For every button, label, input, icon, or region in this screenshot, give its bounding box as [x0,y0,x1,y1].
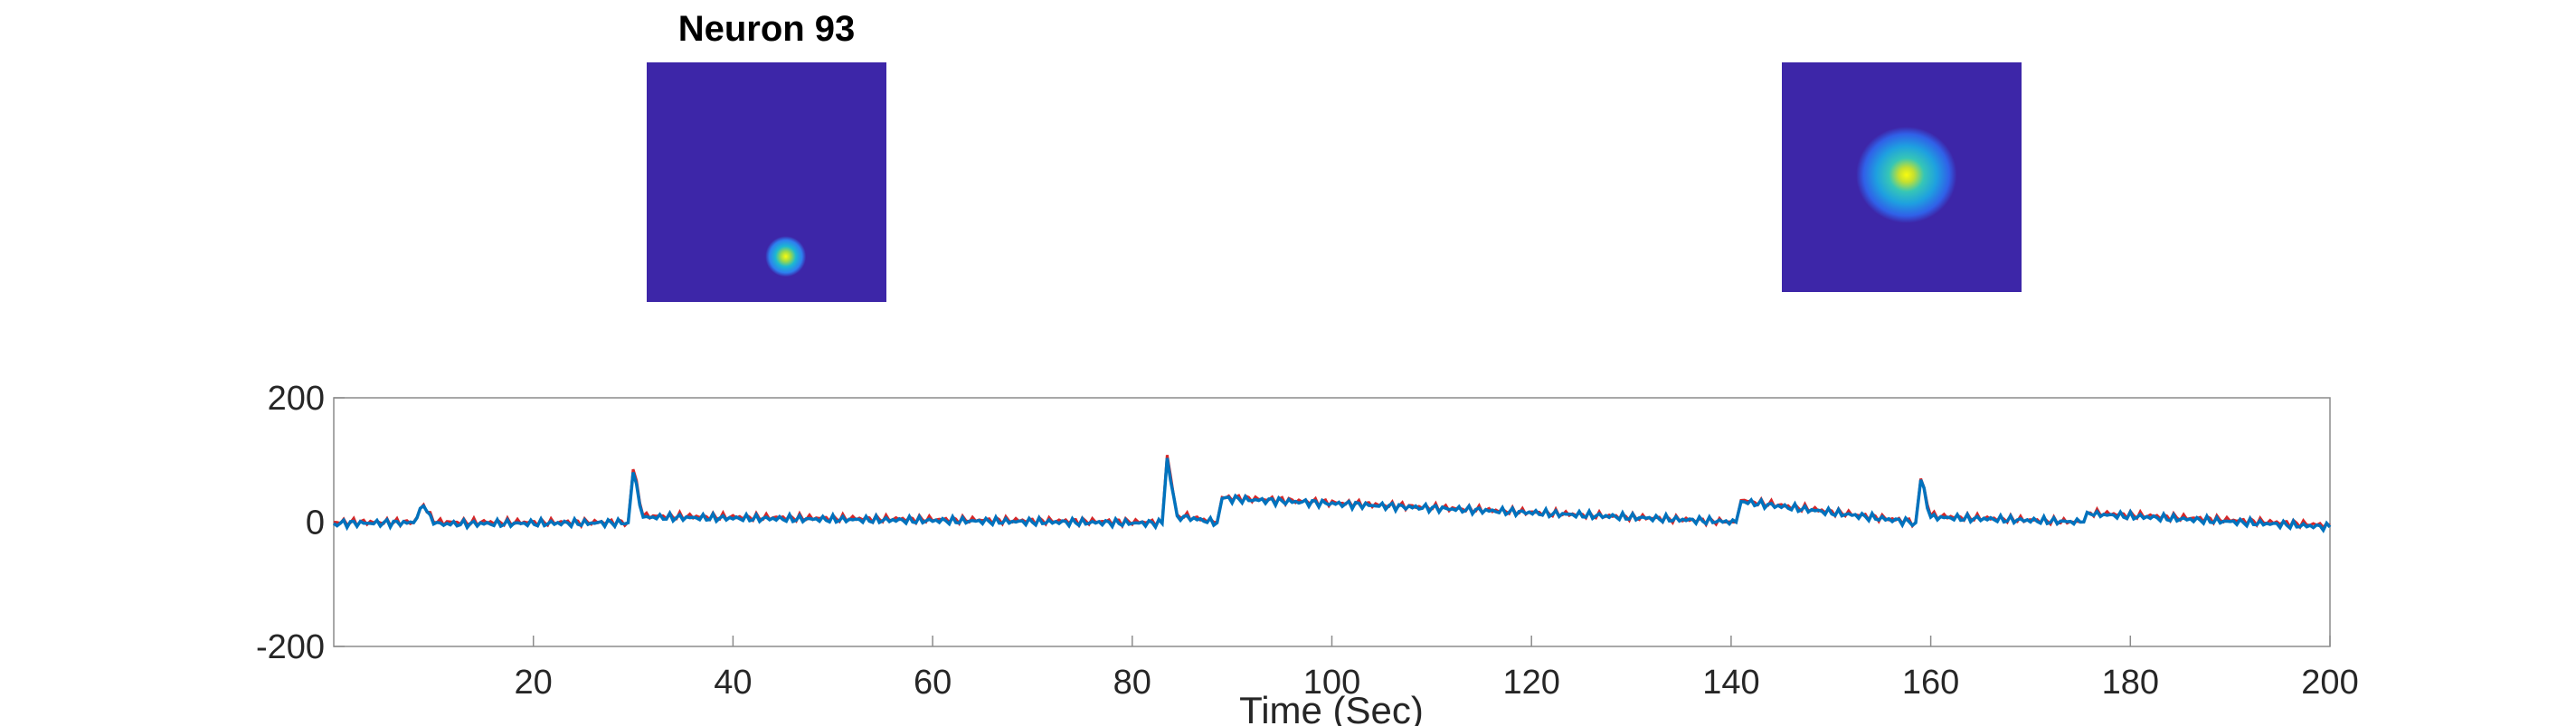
y-tick-label: 0 [306,504,325,542]
x-axis-label: Time (Sec) [1239,689,1424,726]
x-tick-label: 160 [1902,664,1959,702]
trace-series-1 [332,457,2332,533]
x-tick-label: 120 [1502,664,1559,702]
trace-lines [332,455,2332,533]
x-tick-label: 20 [515,664,553,702]
x-tick-label: 100 [1303,664,1360,702]
trace-series-0 [333,455,2331,531]
x-tick-label: 180 [2102,664,2159,702]
y-tick-label: 200 [268,380,325,418]
x-tick-label: 140 [1702,664,1759,702]
spatial-footprint-map [647,62,886,302]
x-tick-label: 40 [714,664,752,702]
x-axis: 20 40 60 80 100 120 140 160 180 200 [515,636,2359,702]
x-tick-label: 60 [914,664,952,702]
x-tick-label: 200 [2301,664,2358,702]
y-axis: -200 0 200 [256,380,345,666]
spatial-footprint-zoom-map [1782,62,2022,292]
figure-title: Neuron 93 [677,9,856,49]
x-tick-label: 80 [1113,664,1151,702]
y-tick-label: -200 [256,628,325,666]
